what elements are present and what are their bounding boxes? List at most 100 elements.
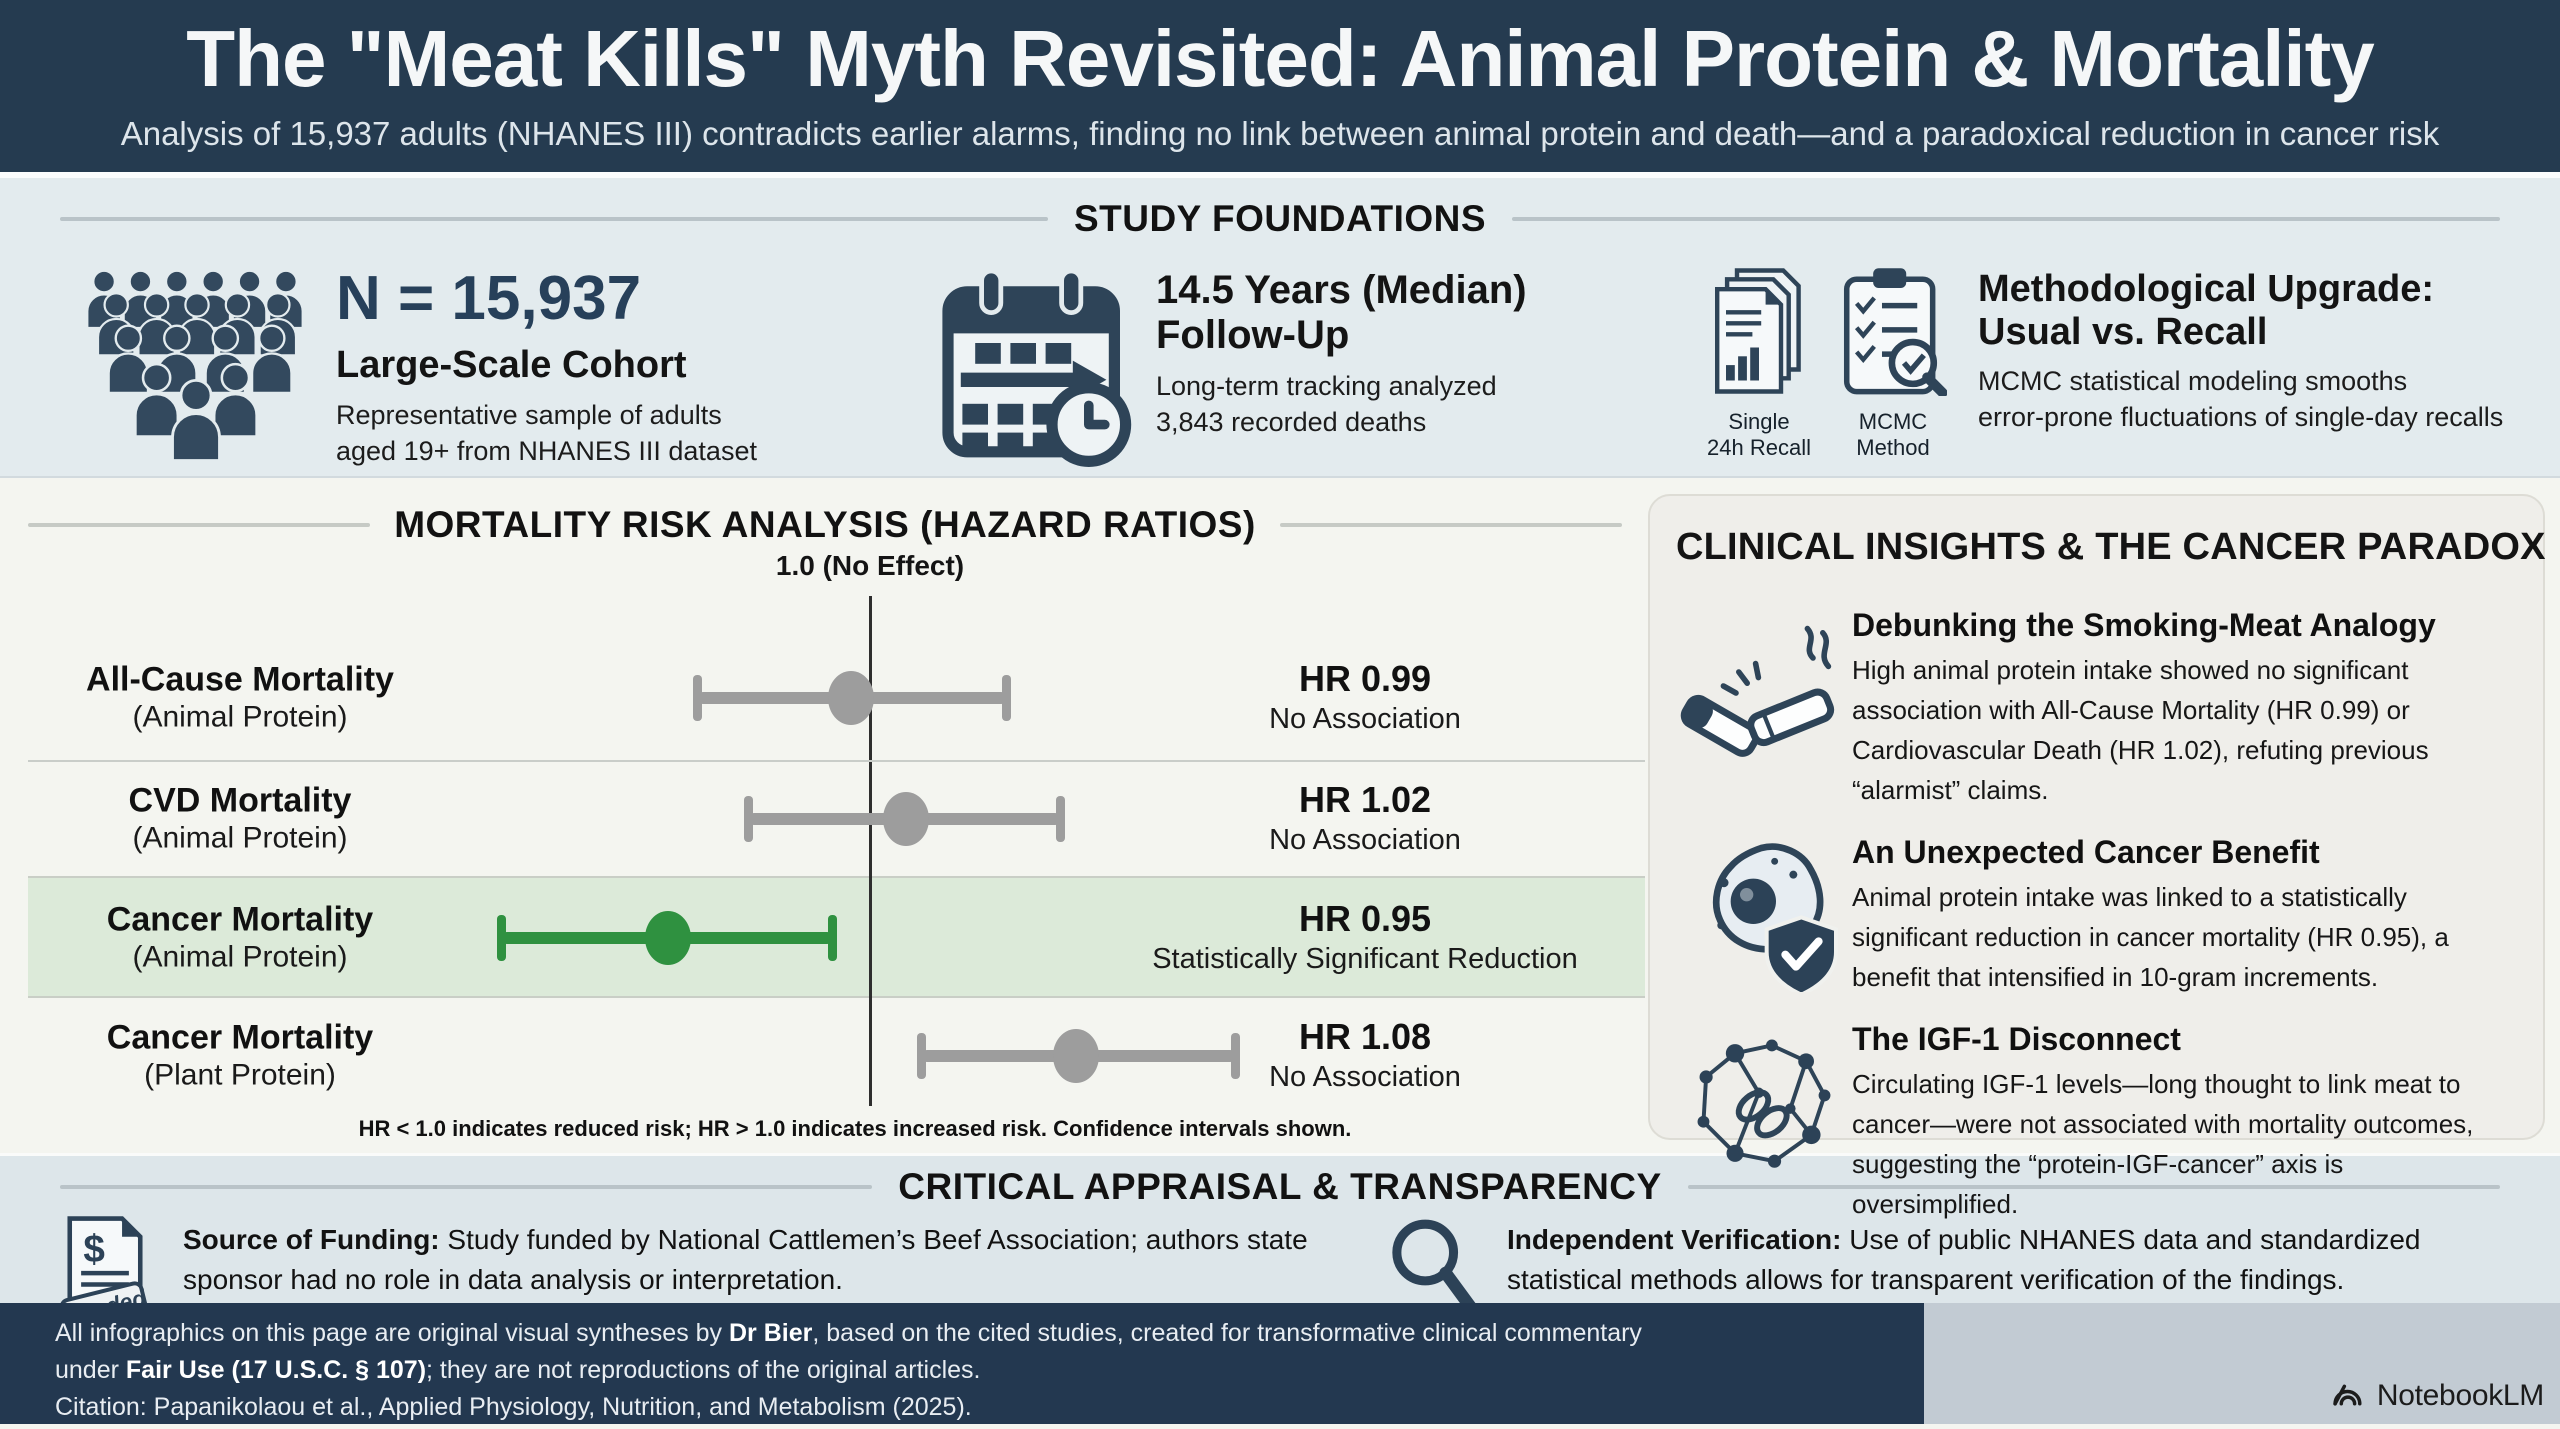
forest-row-label-2: Cancer Mortality (Animal Protein)	[15, 900, 465, 977]
insight-title: An Unexpected Cancer Benefit	[1852, 834, 2320, 871]
insight-item-cancer-benefit: An Unexpected Cancer Benefit Animal prot…	[1676, 834, 2517, 997]
title-rule-left	[60, 217, 1048, 221]
appraisal-title-row: CRITICAL APPRAISAL & TRANSPARENCY	[0, 1166, 2560, 1208]
row-label: CVD Mortality	[128, 781, 352, 820]
study-foundations-section: STUDY FOUNDATIONS N = 15,937	[0, 178, 2560, 478]
ci-cap-high-2	[828, 915, 838, 961]
insight-body: Debunking the Smoking-Meat Analogy High …	[1852, 607, 2517, 810]
row-divider	[28, 760, 1645, 762]
forest-row-label-0: All-Cause Mortality (Animal Protein)	[15, 660, 465, 737]
insight-body: The IGF-1 Disconnect Circulating IGF-1 l…	[1852, 1021, 2517, 1224]
foundations-title-row: STUDY FOUNDATIONS	[0, 198, 2560, 240]
hr-value: HR 0.99	[1298, 658, 1432, 700]
forest-row-result-2: HR 0.95 Statistically Significant Reducti…	[1040, 897, 1690, 979]
mcmc-caption: MCMC Method	[1856, 409, 1930, 461]
foundations-section-title: STUDY FOUNDATIONS	[1073, 198, 1487, 239]
row-label: All-Cause Mortality	[86, 660, 394, 699]
followup-title: 14.5 Years (Median) Follow-Up	[1156, 268, 1527, 357]
method-text: Methodological Upgrade: Usual vs. Recall…	[1978, 266, 2503, 435]
row-sublabel: (Animal Protein)	[132, 700, 348, 734]
cohort-column: N = 15,937 Large-Scale Cohort Representa…	[70, 266, 940, 469]
hr-assessment: No Association	[1269, 703, 1461, 736]
hr-assessment: Statistically Significant Reduction	[1152, 943, 1578, 976]
hr-assessment: No Association	[1269, 824, 1461, 857]
insight-text: Animal protein intake was linked to a st…	[1852, 882, 2449, 993]
cohort-description: Representative sample of adults aged 19+…	[336, 399, 757, 466]
funding-text: Source of Funding: Study funded by Natio…	[183, 1220, 1333, 1300]
cohort-n-value: N = 15,937	[336, 264, 642, 333]
molecule-link-icon	[1676, 1021, 1852, 1224]
forest-footnote: HR < 1.0 indicates reduced risk; HR > 1.…	[358, 1116, 1352, 1141]
forest-row-label-1: CVD Mortality (Animal Protein)	[15, 781, 465, 858]
verification-body: Use of public NHANES data and standardiz…	[1507, 1224, 2421, 1296]
method-column: Single 24h Recall	[1700, 266, 2560, 462]
cohort-title: Large-Scale Cohort	[336, 344, 687, 386]
verification-text: Independent Verification: Use of public …	[1507, 1220, 2520, 1300]
forest-row-label-3: Cancer Mortality (Plant Protein)	[15, 1018, 465, 1095]
forest-row-result-3: HR 1.08 No Association	[1040, 1015, 1690, 1097]
row-label: Cancer Mortality	[106, 1018, 374, 1057]
footer-line-2: under Fair Use (17 U.S.C. § 107); they a…	[55, 1356, 981, 1384]
page-subtitle: Analysis of 15,937 adults (NHANES III) c…	[120, 115, 2440, 152]
hr-assessment: No Association	[1269, 1061, 1461, 1094]
funding-lead: Source of Funding:	[183, 1224, 440, 1255]
hr-point-marker-0	[828, 671, 875, 725]
row-sublabel: (Plant Protein)	[144, 1058, 336, 1092]
brand-panel: NotebookLM	[1924, 1303, 2560, 1424]
page-title: The "Meat Kills" Myth Revisited: Animal …	[186, 14, 2375, 103]
axis-line	[868, 596, 872, 1106]
foundations-columns: N = 15,937 Large-Scale Cohort Representa…	[0, 266, 2560, 473]
hr-point-marker-1	[883, 792, 930, 846]
hr-value: HR 1.08	[1298, 1016, 1432, 1058]
followup-description: Long-term tracking analyzed 3,843 record…	[1156, 370, 1497, 437]
clinical-insights-card: CLINICAL INSIGHTS & THE CANCER PARADOX	[1648, 494, 2546, 1219]
row-sublabel: (Animal Protein)	[132, 821, 348, 855]
insight-text: High animal protein intake showed no sig…	[1852, 655, 2429, 806]
method-description: MCMC statistical modeling smooths error-…	[1978, 366, 2504, 433]
forest-plot: 1.0 (No Effect) All-Cause Mortality (Anima…	[0, 478, 2560, 1153]
header-divider	[0, 172, 2560, 178]
recall-caption: Single 24h Recall	[1707, 409, 1811, 461]
calendar-clock-icon	[940, 266, 1132, 473]
footer-row: All infographics on this page are origin…	[0, 1303, 2560, 1424]
magnifier-icon	[1385, 1214, 1479, 1321]
verification-item: Independent Verification: Use of public …	[1385, 1219, 2520, 1321]
forest-row-result-0: HR 0.99 No Association	[1040, 657, 1690, 739]
footer-line-1: All infographics on this page are origin…	[55, 1319, 1642, 1347]
method-title: Methodological Upgrade: Usual vs. Recall	[1978, 268, 2434, 353]
ci-cap-high-3	[1231, 1033, 1241, 1079]
verification-lead: Independent Verification:	[1507, 1224, 1842, 1255]
main-content-row: MORTALITY RISK ANALYSIS (HAZARD RATIOS) …	[0, 478, 2560, 1219]
broken-cigarette-icon	[1676, 607, 1852, 810]
method-icons: Single 24h Recall	[1700, 266, 1952, 462]
notebooklm-arcs-icon	[2331, 1378, 2368, 1414]
recall-documents-icon	[1704, 266, 1814, 401]
insight-body: An Unexpected Cancer Benefit Animal prot…	[1852, 834, 2517, 997]
insights-section-title: CLINICAL INSIGHTS & THE CANCER PARADOX	[1676, 526, 2546, 568]
insight-item-igf1: The IGF-1 Disconnect Circulating IGF-1 l…	[1676, 1021, 2517, 1224]
insight-text: Circulating IGF-1 levels—long thought to…	[1852, 1069, 2474, 1220]
ci-cap-high-0	[1001, 675, 1011, 721]
hr-point-marker-2	[644, 911, 691, 965]
header-banner: The "Meat Kills" Myth Revisited: Animal …	[0, 0, 2560, 172]
row-sublabel: (Animal Protein)	[132, 940, 348, 974]
title-rule-right	[1687, 1185, 2500, 1189]
appraisal-section-title: CRITICAL APPRAISAL & TRANSPARENCY	[898, 1166, 1662, 1207]
crowd-icon	[70, 266, 320, 469]
ci-cap-low-1	[743, 796, 753, 842]
forest-row-result-1: HR 1.02 No Association	[1040, 778, 1690, 860]
cohort-text: N = 15,937 Large-Scale Cohort Representa…	[336, 266, 757, 469]
notebooklm-logo: NotebookLM	[2331, 1378, 2544, 1414]
followup-text: 14.5 Years (Median) Follow-Up Long-term …	[1156, 266, 1527, 440]
footer-disclaimer: All infographics on this page are origin…	[0, 1303, 1924, 1424]
funding-body: Study funded by National Cattlemen’s Bee…	[183, 1224, 1308, 1296]
ci-cap-low-2	[497, 915, 507, 961]
title-rule-left	[60, 1185, 873, 1189]
row-label: Cancer Mortality	[106, 900, 374, 939]
ci-cap-high-1	[1055, 796, 1065, 842]
ci-cap-low-3	[916, 1033, 926, 1079]
insight-title: Debunking the Smoking-Meat Analogy	[1852, 607, 2436, 643]
title-rule-left	[28, 523, 371, 527]
footer-line-3: Citation: Papanikolaou et al., Applied P…	[55, 1393, 972, 1421]
notebooklm-wordmark: NotebookLM	[2376, 1379, 2544, 1412]
